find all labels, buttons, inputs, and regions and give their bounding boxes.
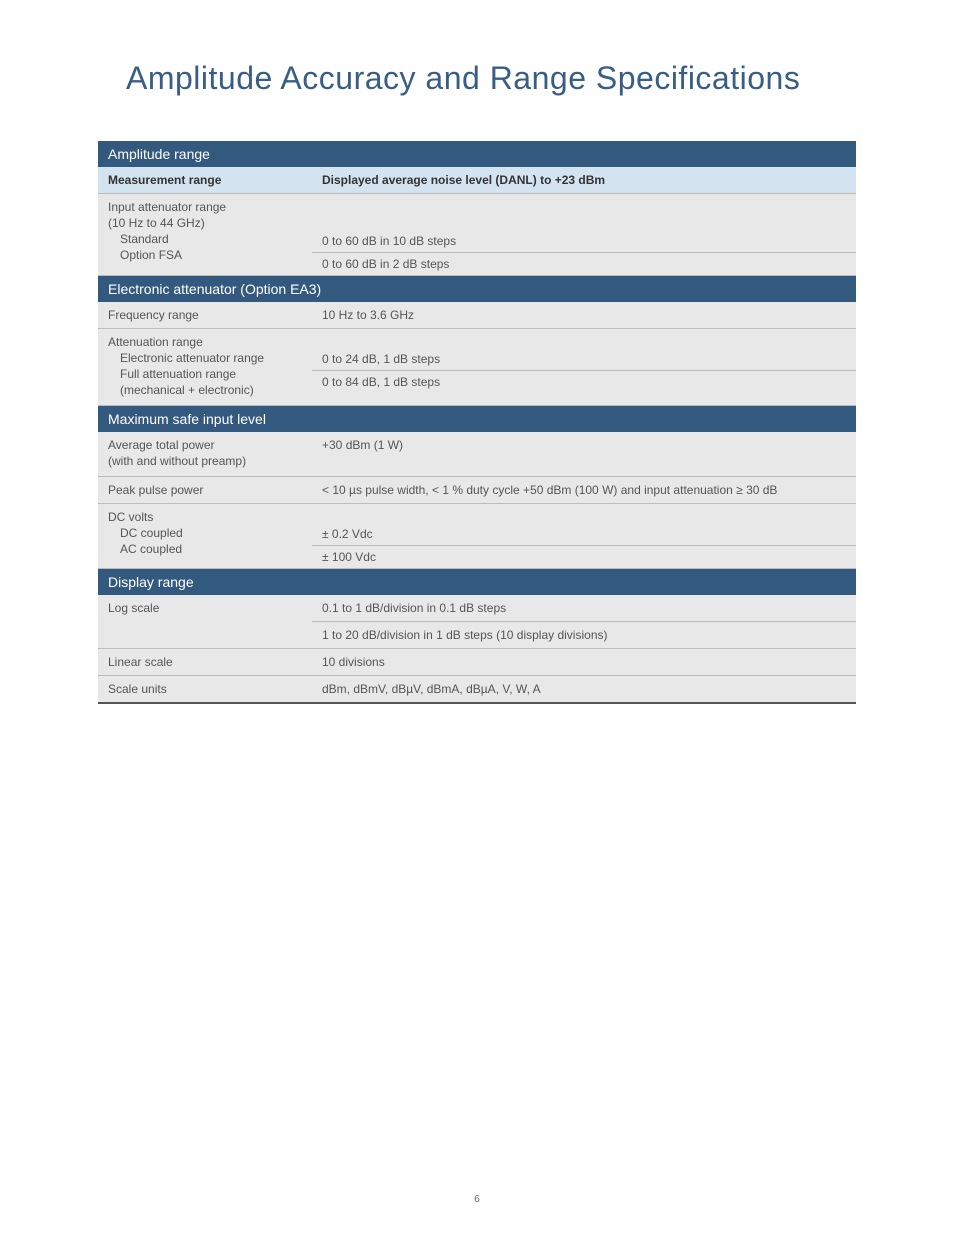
- section-electronic-attenuator: Electronic attenuator (Option EA3): [98, 276, 856, 303]
- value-standard: 0 to 60 dB in 10 dB steps: [312, 230, 856, 253]
- page-title: Amplitude Accuracy and Range Specificati…: [126, 60, 856, 97]
- section-header-text: Amplitude range: [98, 141, 856, 167]
- row-avg-total-power: Average total power (with and without pr…: [98, 432, 856, 477]
- label-dc-volts: DC volts: [108, 510, 302, 526]
- label-avg-power: Average total power: [108, 438, 302, 454]
- value-ac-coupled: ± 100 Vdc: [312, 546, 856, 568]
- section-maximum-safe: Maximum safe input level: [98, 406, 856, 433]
- row-dc-volts: DC volts DC coupled AC coupled ± 0.2 Vdc…: [98, 504, 856, 569]
- label-attenuation-range: Attenuation range: [108, 335, 302, 351]
- row-frequency-range: Frequency range 10 Hz to 3.6 GHz: [98, 302, 856, 329]
- specifications-table: Amplitude range Measurement range Displa…: [98, 141, 856, 704]
- value-log-scale-2: 1 to 20 dB/division in 1 dB steps (10 di…: [312, 622, 856, 648]
- value-linear-scale: 10 divisions: [312, 649, 856, 676]
- row-peak-pulse: Peak pulse power < 10 µs pulse width, < …: [98, 477, 856, 504]
- value-scale-units: dBm, dBmV, dBµV, dBmA, dBµA, V, W, A: [312, 676, 856, 704]
- value-frequency-range: 10 Hz to 3.6 GHz: [312, 302, 856, 329]
- section-display-range: Display range: [98, 569, 856, 596]
- value-measurement-range: Displayed average noise level (DANL) to …: [312, 167, 856, 194]
- label-avg-power-sub: (with and without preamp): [108, 454, 302, 470]
- row-linear-scale: Linear scale 10 divisions: [98, 649, 856, 676]
- section-amplitude-range: Amplitude range: [98, 141, 856, 167]
- label-frequency-range: Frequency range: [98, 302, 312, 329]
- value-log-scale-1: 0.1 to 1 dB/division in 0.1 dB steps: [312, 595, 856, 622]
- value-electronic-attn: 0 to 24 dB, 1 dB steps: [312, 348, 856, 371]
- value-option-fsa: 0 to 60 dB in 2 dB steps: [312, 253, 856, 275]
- label-input-attenuator-sub: (10 Hz to 44 GHz): [108, 216, 302, 232]
- page-number: 6: [474, 1194, 480, 1205]
- label-scale-units: Scale units: [98, 676, 312, 704]
- value-peak-pulse: < 10 µs pulse width, < 1 % duty cycle +5…: [312, 477, 856, 504]
- value-full-attn: 0 to 84 dB, 1 dB steps: [312, 371, 856, 403]
- row-input-attenuator: Input attenuator range (10 Hz to 44 GHz)…: [98, 194, 856, 276]
- row-measurement-range: Measurement range Displayed average nois…: [98, 167, 856, 194]
- label-measurement-range: Measurement range: [98, 167, 312, 194]
- section-header-text: Display range: [98, 569, 856, 596]
- label-peak-pulse: Peak pulse power: [98, 477, 312, 504]
- label-electronic-attn: Electronic attenuator range: [108, 351, 302, 367]
- label-dc-coupled: DC coupled: [108, 526, 302, 542]
- row-log-scale: Log scale 0.1 to 1 dB/division in 0.1 dB…: [98, 595, 856, 649]
- section-header-text: Electronic attenuator (Option EA3): [98, 276, 856, 303]
- label-linear-scale: Linear scale: [98, 649, 312, 676]
- row-scale-units: Scale units dBm, dBmV, dBµV, dBmA, dBµA,…: [98, 676, 856, 704]
- value-avg-power: +30 dBm (1 W): [312, 432, 856, 477]
- label-ac-coupled: AC coupled: [108, 542, 302, 558]
- label-log-scale: Log scale: [98, 595, 312, 649]
- section-header-text: Maximum safe input level: [98, 406, 856, 433]
- row-attenuation-range: Attenuation range Electronic attenuator …: [98, 329, 856, 406]
- value-dc-coupled: ± 0.2 Vdc: [312, 523, 856, 546]
- label-standard: Standard: [108, 232, 302, 248]
- label-full-attn-sub: (mechanical + electronic): [108, 383, 302, 399]
- label-input-attenuator: Input attenuator range: [108, 200, 302, 216]
- label-option-fsa: Option FSA: [108, 248, 302, 264]
- label-full-attn: Full attenuation range: [108, 367, 302, 383]
